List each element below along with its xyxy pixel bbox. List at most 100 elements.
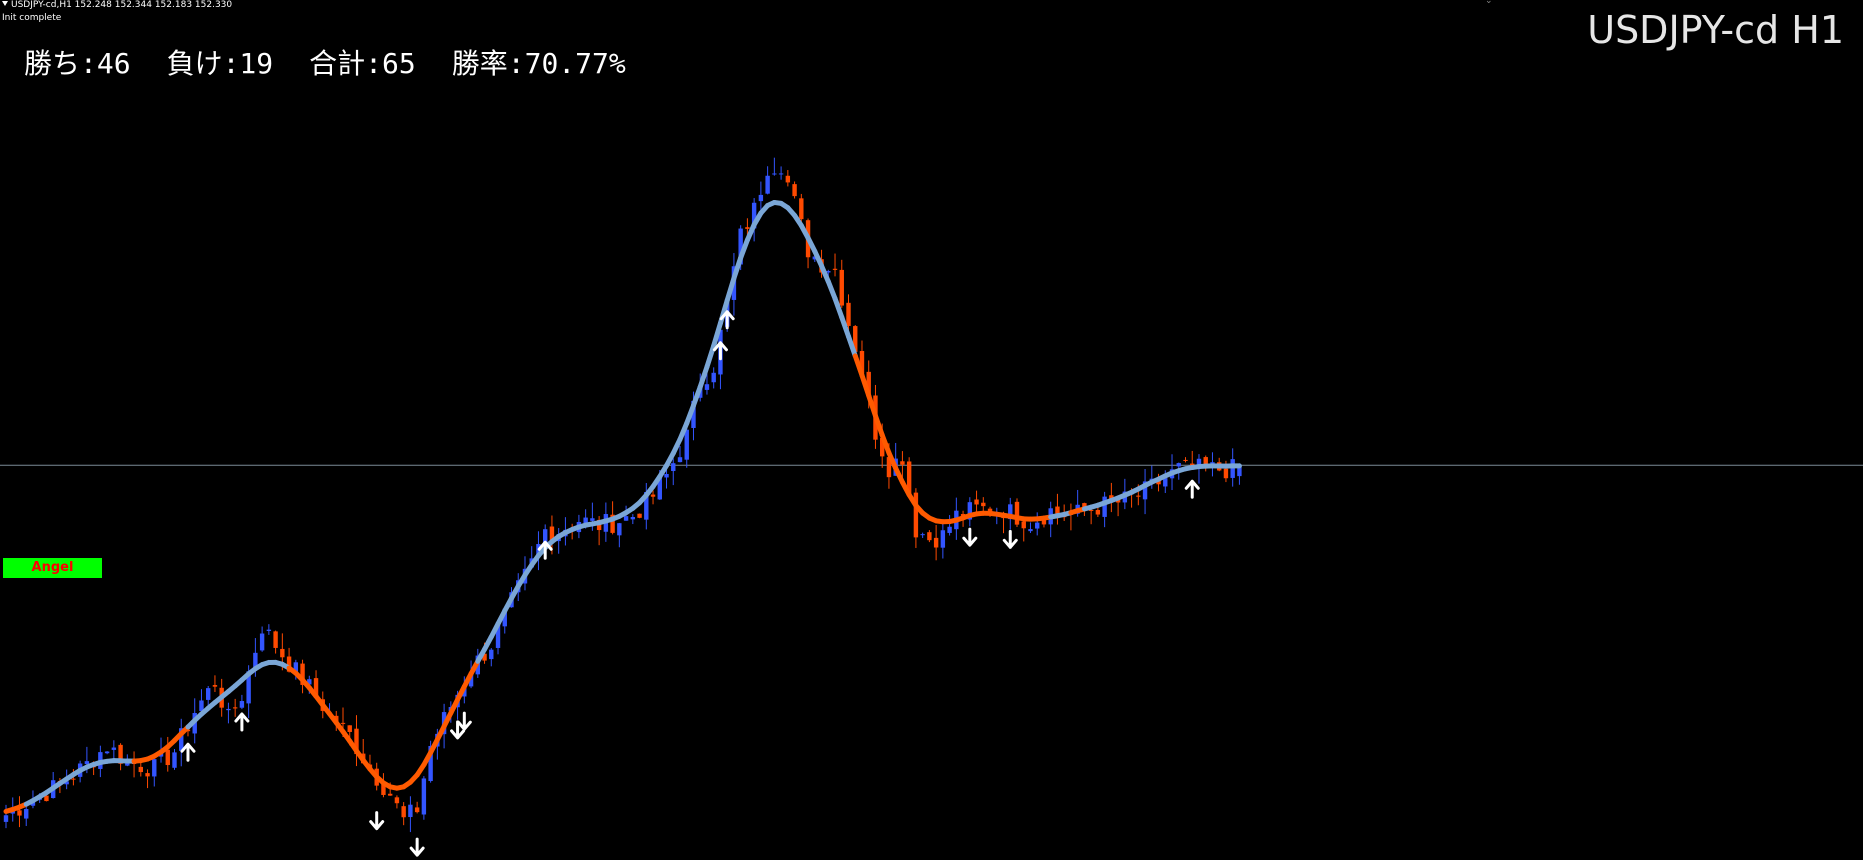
trend-line-segment — [872, 413, 885, 438]
candle — [17, 796, 22, 828]
sell-arrow-icon — [450, 720, 466, 740]
chevron-down-icon[interactable]: ⌄ — [1485, 0, 1493, 6]
candle — [617, 522, 622, 548]
trend-line-segment — [670, 436, 683, 456]
candle — [1109, 482, 1114, 513]
trend-line-segment — [879, 432, 892, 456]
trend-line-segment — [684, 402, 696, 426]
candle — [226, 702, 231, 724]
candle — [832, 253, 838, 277]
candle — [758, 181, 764, 214]
trend-line-segment — [839, 314, 851, 339]
candle — [414, 801, 420, 814]
candle — [3, 804, 9, 829]
candle — [671, 458, 676, 486]
candle — [273, 630, 278, 654]
symbol-timeframe-label: USDJPY-cd H1 — [1587, 8, 1844, 52]
candle — [1102, 491, 1107, 528]
candle — [778, 166, 784, 180]
candle — [421, 776, 427, 820]
trend-line-segment — [738, 237, 750, 261]
candle — [111, 740, 117, 759]
candle — [792, 181, 797, 199]
buy-arrow-icon — [712, 341, 728, 361]
candle — [1142, 468, 1148, 515]
candle — [900, 451, 905, 481]
candle — [920, 532, 925, 538]
symbol-info-text: USDJPY-cd,H1 152.248 152.344 152.183 152… — [11, 0, 233, 10]
candle — [772, 157, 777, 176]
trend-line-segment — [697, 364, 710, 390]
candle — [839, 259, 844, 308]
candle — [489, 648, 494, 667]
candle — [981, 497, 986, 511]
candle — [1203, 455, 1208, 472]
total-stat: 合計:65 — [309, 47, 416, 80]
candle — [927, 530, 932, 543]
candle — [906, 457, 912, 496]
sell-arrow-icon — [409, 837, 425, 857]
candle — [1035, 512, 1040, 536]
candle — [644, 482, 649, 530]
candle — [104, 751, 110, 755]
trend-line-segment — [852, 353, 865, 378]
trend-line-segment — [886, 450, 899, 471]
trend-line-segment — [825, 278, 838, 301]
candle — [846, 294, 851, 330]
candle — [408, 796, 413, 833]
candle — [765, 166, 770, 195]
buy-arrow-icon — [234, 712, 250, 732]
buy-arrow-icon — [180, 742, 196, 762]
trend-line-segment — [893, 465, 905, 485]
candle — [24, 803, 29, 827]
candle — [556, 528, 561, 554]
candle — [913, 488, 919, 548]
candle — [684, 424, 689, 468]
candle — [1021, 520, 1026, 542]
candle — [1055, 493, 1060, 525]
candle — [974, 490, 979, 513]
status-text: Init complete — [2, 13, 62, 23]
collapse-triangle-icon[interactable] — [2, 1, 8, 6]
candle — [266, 624, 272, 635]
angel-button[interactable]: Angel — [3, 558, 102, 578]
candle — [354, 715, 359, 767]
trend-line-segment — [690, 384, 703, 408]
candle — [933, 524, 939, 561]
trend-line-segment — [724, 275, 737, 303]
candle — [637, 513, 642, 519]
candle — [677, 445, 683, 463]
trend-line-segment — [819, 263, 831, 284]
wins-stat: 勝ち:46 — [24, 47, 131, 80]
candle — [650, 490, 656, 505]
candle — [1008, 497, 1013, 530]
trend-line-segment — [731, 255, 744, 281]
candle — [1183, 457, 1188, 463]
trend-line-segment — [704, 343, 717, 370]
candle — [947, 515, 952, 536]
candle — [131, 751, 137, 778]
buy-arrow-icon — [1184, 479, 1200, 499]
trend-line-segment — [866, 393, 878, 419]
candle — [704, 373, 710, 395]
symbol-info-line: USDJPY-cd,H1 152.248 152.344 152.183 152… — [2, 0, 232, 10]
candle — [630, 514, 636, 525]
candle — [232, 698, 238, 717]
win-rate-stat: 勝率:70.77% — [451, 47, 626, 80]
candle — [1028, 522, 1033, 533]
candle — [165, 736, 170, 772]
candle — [172, 749, 177, 770]
trend-line-segment — [744, 222, 757, 243]
trend-line-segment — [832, 295, 845, 320]
sell-arrow-icon — [962, 527, 978, 547]
candle — [1014, 498, 1020, 527]
candle — [145, 769, 150, 789]
candle — [118, 743, 123, 771]
candle — [212, 675, 218, 693]
candle — [239, 694, 245, 710]
candle — [179, 718, 184, 767]
candle — [1068, 503, 1074, 531]
candle — [259, 626, 265, 652]
